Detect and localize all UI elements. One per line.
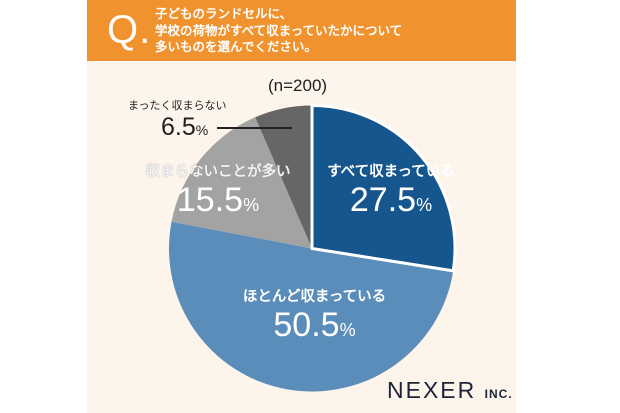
label-often-not-category: 収まらないことが多い xyxy=(145,164,291,180)
sample-size: (n=200) xyxy=(268,76,328,95)
label-often-not-value: 15.5% xyxy=(176,181,260,219)
label-mostly: ほとんど収まっている 50.5% xyxy=(227,285,402,349)
question-line-1: 子どものランドセルに、 xyxy=(155,6,293,21)
label-all-value: 27.5% xyxy=(349,181,433,219)
question-mark: Q. xyxy=(107,8,152,52)
slice-all xyxy=(310,103,457,273)
label-never-category: まったく収まらない xyxy=(128,99,227,112)
label-often-not: 収まらないことが多い 15.5% xyxy=(133,160,303,224)
leader-line xyxy=(217,127,292,129)
slice-mostly xyxy=(169,221,454,392)
label-mostly-category: ほとんど収まっている xyxy=(242,289,387,305)
slice-often-not xyxy=(171,117,312,249)
label-all: すべて収まっている 27.5% xyxy=(316,160,466,224)
question-line-3: 多いものを選んでください。 xyxy=(155,39,317,54)
slice-never xyxy=(255,105,312,249)
nexer-logo: NEXER INC. xyxy=(387,377,513,403)
question-line-2: 学校の荷物がすべて収まっていたかについて xyxy=(155,22,403,38)
question-text: 子どものランドセルに、 学校の荷物がすべて収まっていたかについて 多いものを選ん… xyxy=(155,6,402,56)
question-header xyxy=(87,0,516,61)
label-all-category: すべて収まっている xyxy=(327,164,455,180)
label-never-value: 6.5% xyxy=(161,113,209,141)
label-mostly-value: 50.5% xyxy=(273,306,356,344)
